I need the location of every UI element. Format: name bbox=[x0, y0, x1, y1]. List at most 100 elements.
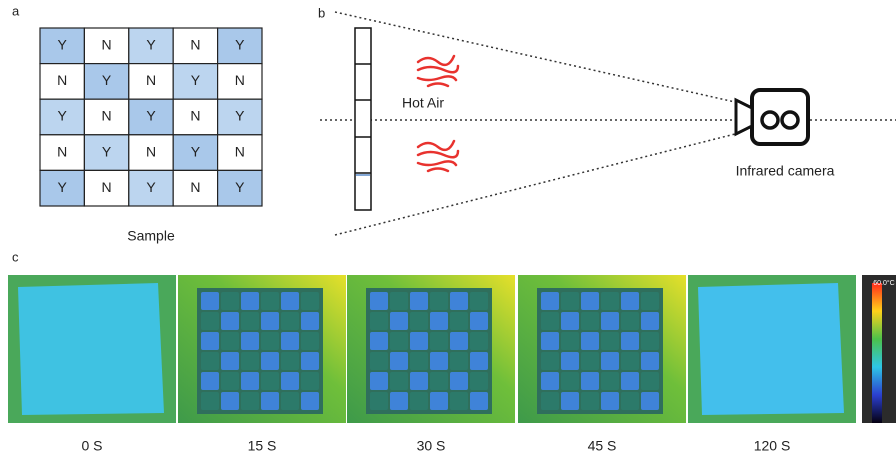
thermal-cell bbox=[201, 352, 219, 370]
grid-cell bbox=[128, 169, 174, 207]
thermal-cell bbox=[561, 352, 579, 370]
thermal-cell bbox=[390, 372, 408, 390]
thermal-cell bbox=[450, 392, 468, 410]
time-label: 30 S bbox=[417, 438, 446, 454]
cell-text: N bbox=[102, 179, 112, 195]
thermal-cell bbox=[201, 312, 219, 330]
cell-text: N bbox=[102, 108, 112, 124]
thermal-cell bbox=[641, 392, 659, 410]
panel-label: a bbox=[12, 3, 20, 18]
thermal-cell bbox=[390, 392, 408, 410]
thermal-cell bbox=[561, 392, 579, 410]
thermal-cell bbox=[281, 352, 299, 370]
grid-cell bbox=[83, 98, 130, 136]
thermal-cell bbox=[581, 372, 599, 390]
thermal-cell bbox=[241, 352, 259, 370]
thermal-cell bbox=[541, 392, 559, 410]
thermal-cell bbox=[641, 352, 659, 370]
hot-air-label: Hot Air bbox=[402, 95, 444, 111]
cell-text: N bbox=[235, 143, 245, 159]
thermal-cell bbox=[470, 392, 488, 410]
thermal-cell bbox=[430, 352, 448, 370]
thermal-cell bbox=[261, 372, 279, 390]
thermal-cell bbox=[541, 332, 559, 350]
thermal-cell bbox=[581, 292, 599, 310]
grid-cell bbox=[39, 27, 86, 65]
thermal-cell bbox=[581, 392, 599, 410]
grid-cell bbox=[128, 62, 174, 100]
thermal-cell bbox=[581, 352, 599, 370]
thermal-images: 0 S 15 S 30 S 45 S 120 S bbox=[8, 275, 856, 454]
thermal-cell bbox=[410, 372, 428, 390]
cell-text: N bbox=[57, 143, 67, 159]
thermal-cell bbox=[221, 332, 239, 350]
colorbar bbox=[872, 283, 882, 423]
hot-air-icon bbox=[416, 54, 460, 173]
cell-text: N bbox=[190, 179, 200, 195]
thermal-cell bbox=[541, 312, 559, 330]
cell-text: Y bbox=[102, 72, 112, 88]
thermal-cell bbox=[601, 332, 619, 350]
grid-cell bbox=[217, 134, 263, 172]
thermal-cell bbox=[390, 312, 408, 330]
thermal-cell bbox=[641, 312, 659, 330]
thermal-cell bbox=[221, 392, 239, 410]
colorbar-max: 60.0°C bbox=[873, 279, 894, 287]
cell-text: Y bbox=[102, 143, 112, 159]
thermal-cell bbox=[201, 372, 219, 390]
grid-cell bbox=[172, 134, 219, 172]
thermal-cell bbox=[561, 372, 579, 390]
thermal-cell bbox=[450, 332, 468, 350]
cell-text: N bbox=[102, 37, 112, 53]
time-label: 0 S bbox=[81, 438, 102, 454]
thermal-cell bbox=[301, 332, 319, 350]
thermal-cell bbox=[301, 372, 319, 390]
thermal-cell bbox=[301, 292, 319, 310]
thermal-cell bbox=[581, 312, 599, 330]
thermal-cell bbox=[261, 352, 279, 370]
cell-text: Y bbox=[235, 108, 245, 124]
thermal-cell bbox=[241, 372, 259, 390]
thermal-cell bbox=[281, 312, 299, 330]
cell-text: Y bbox=[235, 37, 245, 53]
thermal-cell bbox=[221, 312, 239, 330]
thermal-cell bbox=[390, 352, 408, 370]
thermal-cell bbox=[621, 352, 639, 370]
grid-cell bbox=[83, 169, 130, 207]
thermal-cell bbox=[561, 292, 579, 310]
thermal-cell bbox=[221, 352, 239, 370]
sample-region bbox=[698, 283, 844, 415]
thermal-cell bbox=[201, 392, 219, 410]
thermal-cell bbox=[301, 312, 319, 330]
thermal-cell bbox=[561, 332, 579, 350]
thermal-cell bbox=[641, 332, 659, 350]
thermal-cell bbox=[541, 372, 559, 390]
thermal-cell bbox=[641, 372, 659, 390]
thermal-cell bbox=[370, 392, 388, 410]
time-label: 45 S bbox=[588, 438, 617, 454]
thermal-cell bbox=[601, 352, 619, 370]
cell-text: Y bbox=[146, 179, 156, 195]
thermal-cell bbox=[370, 332, 388, 350]
thermal-cell bbox=[370, 352, 388, 370]
thermal-cell bbox=[561, 312, 579, 330]
cell-text: N bbox=[146, 143, 156, 159]
grid-cell bbox=[39, 169, 86, 207]
cell-text: Y bbox=[191, 72, 201, 88]
thermal-cell bbox=[581, 332, 599, 350]
caption: Sample bbox=[127, 228, 175, 244]
thermal-cell bbox=[621, 292, 639, 310]
thermal-cell bbox=[470, 292, 488, 310]
thermal-cell bbox=[410, 352, 428, 370]
grid-cell bbox=[83, 27, 130, 65]
grid-cell bbox=[39, 62, 86, 100]
thermal-cell bbox=[450, 312, 468, 330]
thermal-cell bbox=[541, 292, 559, 310]
time-label: 120 S bbox=[754, 438, 791, 454]
cell-text: N bbox=[146, 72, 156, 88]
sample-bar bbox=[354, 27, 372, 211]
thermal-cell bbox=[470, 332, 488, 350]
thermal-cell bbox=[450, 292, 468, 310]
thermal-cell bbox=[261, 332, 279, 350]
